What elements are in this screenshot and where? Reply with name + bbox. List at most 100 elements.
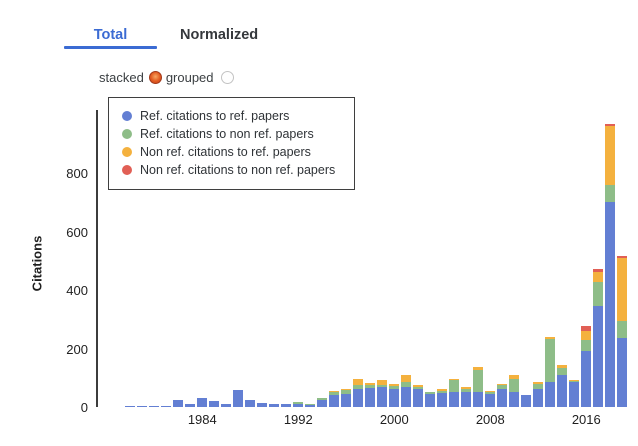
bar-segment	[521, 395, 532, 407]
legend-color-dot-icon	[122, 147, 132, 157]
bar-2019[interactable]	[617, 255, 628, 407]
tab-normalized[interactable]: Normalized	[180, 27, 259, 43]
bar-2007[interactable]	[473, 366, 484, 407]
y-tick-label: 600	[66, 224, 88, 240]
bar-segment	[329, 391, 340, 392]
bar-segment	[425, 392, 436, 394]
legend-item-label: Ref. citations to ref. papers	[140, 109, 290, 123]
legend-item: Non ref. citations to non ref. papers	[122, 161, 354, 179]
bar-2011[interactable]	[521, 395, 532, 407]
bar-segment	[401, 374, 412, 383]
stacked-radio-button[interactable]	[148, 70, 162, 84]
bar-segment	[173, 400, 184, 407]
bar-segment	[497, 385, 508, 389]
bar-1994[interactable]	[317, 397, 328, 407]
y-axis-line	[96, 110, 98, 407]
bar-1995[interactable]	[329, 391, 340, 407]
bar-segment	[545, 381, 556, 407]
bar-2017[interactable]	[593, 269, 604, 407]
bar-segment	[377, 387, 388, 407]
bar-1980[interactable]	[149, 405, 160, 407]
stacked-radio-label[interactable]: stacked	[99, 69, 144, 85]
legend-color-dot-icon	[122, 165, 132, 175]
bar-segment	[545, 336, 556, 340]
bar-segment	[257, 402, 268, 407]
legend-item-label: Ref. citations to non ref. papers	[140, 127, 314, 141]
bar-1988[interactable]	[245, 399, 256, 407]
bar-1992[interactable]	[293, 402, 304, 407]
bar-2016[interactable]	[581, 326, 592, 407]
bar-1991[interactable]	[281, 403, 292, 407]
bar-segment	[389, 383, 400, 386]
bar-segment	[149, 405, 160, 407]
bar-segment	[245, 399, 256, 407]
bar-segment	[389, 385, 400, 389]
bar-segment	[461, 389, 472, 392]
bar-segment	[377, 379, 388, 385]
bar-segment	[425, 391, 436, 393]
bar-segment	[605, 202, 616, 407]
bar-segment	[593, 269, 604, 272]
bar-segment	[461, 391, 472, 407]
bar-1990[interactable]	[269, 403, 280, 407]
x-tick-label: 1984	[187, 412, 217, 427]
bar-segment	[497, 388, 508, 407]
bar-2008[interactable]	[485, 390, 496, 407]
bar-2000[interactable]	[389, 383, 400, 407]
bar-1989[interactable]	[257, 402, 268, 407]
bar-segment	[437, 390, 448, 393]
bar-1982[interactable]	[173, 400, 184, 407]
bar-segment	[449, 378, 460, 381]
bar-1987[interactable]	[233, 390, 244, 407]
bar-1993[interactable]	[305, 403, 316, 407]
grouped-radio-button[interactable]	[220, 70, 234, 84]
bar-2001[interactable]	[401, 374, 412, 407]
grouped-radio-label[interactable]: grouped	[165, 69, 214, 85]
x-tick-label: 2000	[379, 412, 409, 427]
bar-1986[interactable]	[221, 403, 232, 407]
bar-2003[interactable]	[425, 391, 436, 407]
legend-item-label: Non ref. citations to non ref. papers	[140, 163, 336, 177]
bar-segment	[137, 406, 148, 407]
bar-2010[interactable]	[509, 375, 520, 407]
bar-2012[interactable]	[533, 381, 544, 407]
bar-2013[interactable]	[545, 336, 556, 407]
bar-2018[interactable]	[605, 123, 616, 407]
y-axis-title: Citations	[29, 235, 45, 292]
bar-1979[interactable]	[137, 406, 148, 407]
bar-segment	[485, 392, 496, 395]
chart-legend: Ref. citations to ref. papers Ref. citati…	[108, 97, 355, 190]
legend-item: Ref. citations to non ref. papers	[122, 125, 354, 143]
bar-1978[interactable]	[125, 406, 136, 407]
bar-segment	[605, 184, 616, 203]
bar-2005[interactable]	[449, 378, 460, 407]
bar-segment	[605, 123, 616, 127]
tab-total[interactable]: Total	[93, 27, 128, 43]
bar-segment	[305, 404, 316, 407]
bar-2014[interactable]	[557, 365, 568, 407]
bar-segment	[545, 339, 556, 382]
bar-segment	[569, 379, 580, 382]
bar-1997[interactable]	[353, 378, 364, 407]
bar-1983[interactable]	[185, 404, 196, 407]
bar-segment	[533, 384, 544, 390]
bar-segment	[317, 399, 328, 407]
bar-2015[interactable]	[569, 379, 580, 407]
bar-1998[interactable]	[365, 382, 376, 407]
bar-1981[interactable]	[161, 405, 172, 407]
bar-segment	[569, 381, 580, 407]
bar-segment	[593, 271, 604, 282]
bar-segment	[365, 385, 376, 388]
bar-segment	[221, 403, 232, 407]
bar-2002[interactable]	[413, 384, 424, 407]
bar-2009[interactable]	[497, 383, 508, 407]
bar-2006[interactable]	[461, 386, 472, 407]
bar-1984[interactable]	[197, 397, 208, 407]
bar-segment	[617, 337, 628, 407]
bar-1999[interactable]	[377, 379, 388, 407]
bar-1985[interactable]	[209, 401, 220, 407]
bar-1996[interactable]	[341, 388, 352, 407]
bar-2004[interactable]	[437, 388, 448, 407]
bar-segment	[485, 390, 496, 393]
bar-mode-controls: stacked grouped	[99, 68, 238, 86]
